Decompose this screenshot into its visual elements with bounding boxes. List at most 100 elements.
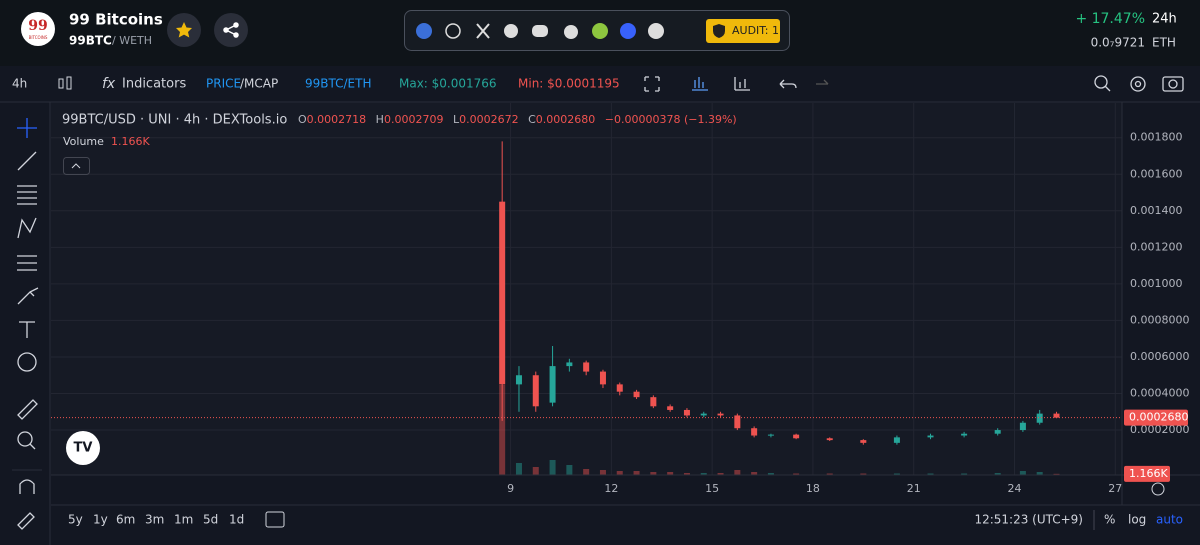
zoom-tool[interactable] — [17, 431, 33, 447]
collapse-button[interactable] — [63, 157, 90, 175]
candle-body — [767, 434, 774, 436]
share-icon — [223, 22, 239, 38]
date-range-icon[interactable] — [265, 511, 285, 528]
y-tick-label: 0.0004000 — [1130, 387, 1190, 400]
price-toggle[interactable]: PRICE — [206, 77, 241, 91]
change-value: −0.00000378 (−1.39%) — [605, 113, 737, 126]
settings-icon[interactable] — [1130, 76, 1146, 92]
change-period: 24h — [1152, 12, 1177, 27]
emoji-tool[interactable] — [17, 352, 37, 372]
telegram-icon[interactable] — [504, 24, 518, 38]
star-icon — [176, 22, 192, 38]
social-icons — [416, 23, 664, 39]
crosshair-tool[interactable] — [17, 118, 37, 138]
lock-tool[interactable] — [17, 512, 35, 530]
drawing-tools — [17, 118, 39, 530]
interval-button[interactable]: 4h — [12, 77, 27, 91]
axis-settings[interactable] — [1151, 482, 1165, 496]
fx-icon: fx — [102, 76, 116, 92]
min-price: Min: $0.0001195 — [518, 77, 620, 91]
candle-type-icon[interactable] — [58, 76, 72, 90]
text-tool[interactable] — [19, 321, 35, 338]
candle-body — [793, 434, 800, 439]
range-button[interactable]: 1m — [174, 513, 193, 527]
search-icon[interactable] — [1094, 75, 1108, 89]
mcap-toggle[interactable]: /MCAP — [240, 77, 278, 91]
volume-bar — [994, 473, 1001, 475]
range-button[interactable]: 3m — [145, 513, 164, 527]
price-chart — [51, 103, 1122, 475]
range-button[interactable]: 6m — [116, 513, 135, 527]
auto-toggle[interactable]: auto — [1156, 513, 1183, 527]
fullscreen-icon[interactable] — [644, 76, 660, 92]
range-button[interactable]: 5y — [68, 513, 83, 527]
y-tick-label: 0.0008000 — [1130, 313, 1190, 326]
indicators-button[interactable]: Indicators — [122, 77, 186, 92]
web-icon[interactable] — [445, 23, 461, 39]
cmc-icon[interactable] — [620, 23, 636, 39]
volume-bar — [583, 469, 590, 475]
magnet-tool[interactable] — [19, 479, 35, 494]
max-price: Max: $0.001766 — [399, 77, 497, 91]
volume-bar — [734, 470, 741, 475]
x-icon[interactable] — [476, 23, 490, 39]
last-price-badge — [1124, 409, 1188, 426]
o-value: 0.0002718 — [307, 113, 367, 126]
volume-bar — [650, 472, 657, 475]
ruler-tool[interactable] — [17, 399, 38, 420]
volume-bar — [860, 473, 867, 475]
volume-bar — [599, 470, 606, 475]
discord-icon[interactable] — [532, 25, 548, 37]
reddit-icon[interactable] — [564, 25, 578, 39]
tv-logo-text: TV — [74, 441, 93, 456]
brush-tool[interactable] — [17, 287, 39, 305]
y-tick-label: 0.001800 — [1130, 131, 1183, 144]
volume-bar — [499, 385, 506, 475]
candle-body — [633, 391, 640, 398]
x-tick-label: 24 — [1007, 482, 1021, 495]
cg-icon[interactable] — [592, 23, 608, 39]
projection-tool[interactable] — [17, 255, 37, 271]
volume-bar — [515, 463, 522, 475]
price-eth: 0.0₇9721 — [1091, 36, 1145, 50]
ohlc-legend: O0.0002718 H0.0002709 L0.0002672 C0.0002… — [298, 113, 737, 126]
volume-bar — [532, 467, 539, 475]
camera-icon[interactable] — [1162, 76, 1184, 92]
y-tick-label: 0.001400 — [1130, 204, 1183, 217]
tv-logo[interactable] — [66, 431, 100, 465]
range-button[interactable]: 1d — [229, 513, 244, 527]
bars-icon[interactable] — [692, 77, 708, 91]
range-button[interactable]: 5d — [203, 513, 218, 527]
candle-body — [683, 409, 690, 416]
site-icon[interactable] — [416, 23, 432, 39]
candle-body — [549, 366, 556, 403]
volume-bar — [893, 473, 900, 475]
trendline-tool[interactable] — [17, 151, 37, 171]
share-button[interactable] — [214, 13, 248, 47]
l-value: 0.0002672 — [459, 113, 519, 126]
range-button[interactable]: 1y — [93, 513, 108, 527]
candle-body — [667, 406, 674, 410]
h-key: H — [376, 113, 384, 126]
volume-title: Volume — [63, 135, 104, 148]
candle-body — [1036, 413, 1043, 423]
candle-body — [616, 384, 623, 392]
candle-body — [860, 440, 867, 443]
toolbar-bg — [0, 66, 1200, 102]
fib-tool[interactable] — [17, 185, 37, 205]
audit-badge[interactable] — [706, 19, 780, 43]
eth-pair-button[interactable]: 99BTC/ETH — [305, 77, 372, 91]
log-toggle[interactable]: log — [1128, 513, 1146, 527]
candle-body — [532, 375, 539, 407]
redo-icon[interactable] — [816, 79, 829, 85]
pattern-tool[interactable] — [17, 217, 37, 239]
more-icon[interactable] — [648, 23, 664, 39]
undo-icon[interactable] — [779, 79, 797, 89]
candle-body — [734, 415, 741, 429]
percent-toggle[interactable]: % — [1104, 513, 1115, 527]
candle-body — [961, 433, 968, 436]
chart-icon[interactable] — [734, 77, 750, 91]
volume-bar — [751, 472, 758, 475]
audit-text: AUDIT: 1 — [732, 24, 779, 37]
volume-bar — [566, 465, 573, 475]
